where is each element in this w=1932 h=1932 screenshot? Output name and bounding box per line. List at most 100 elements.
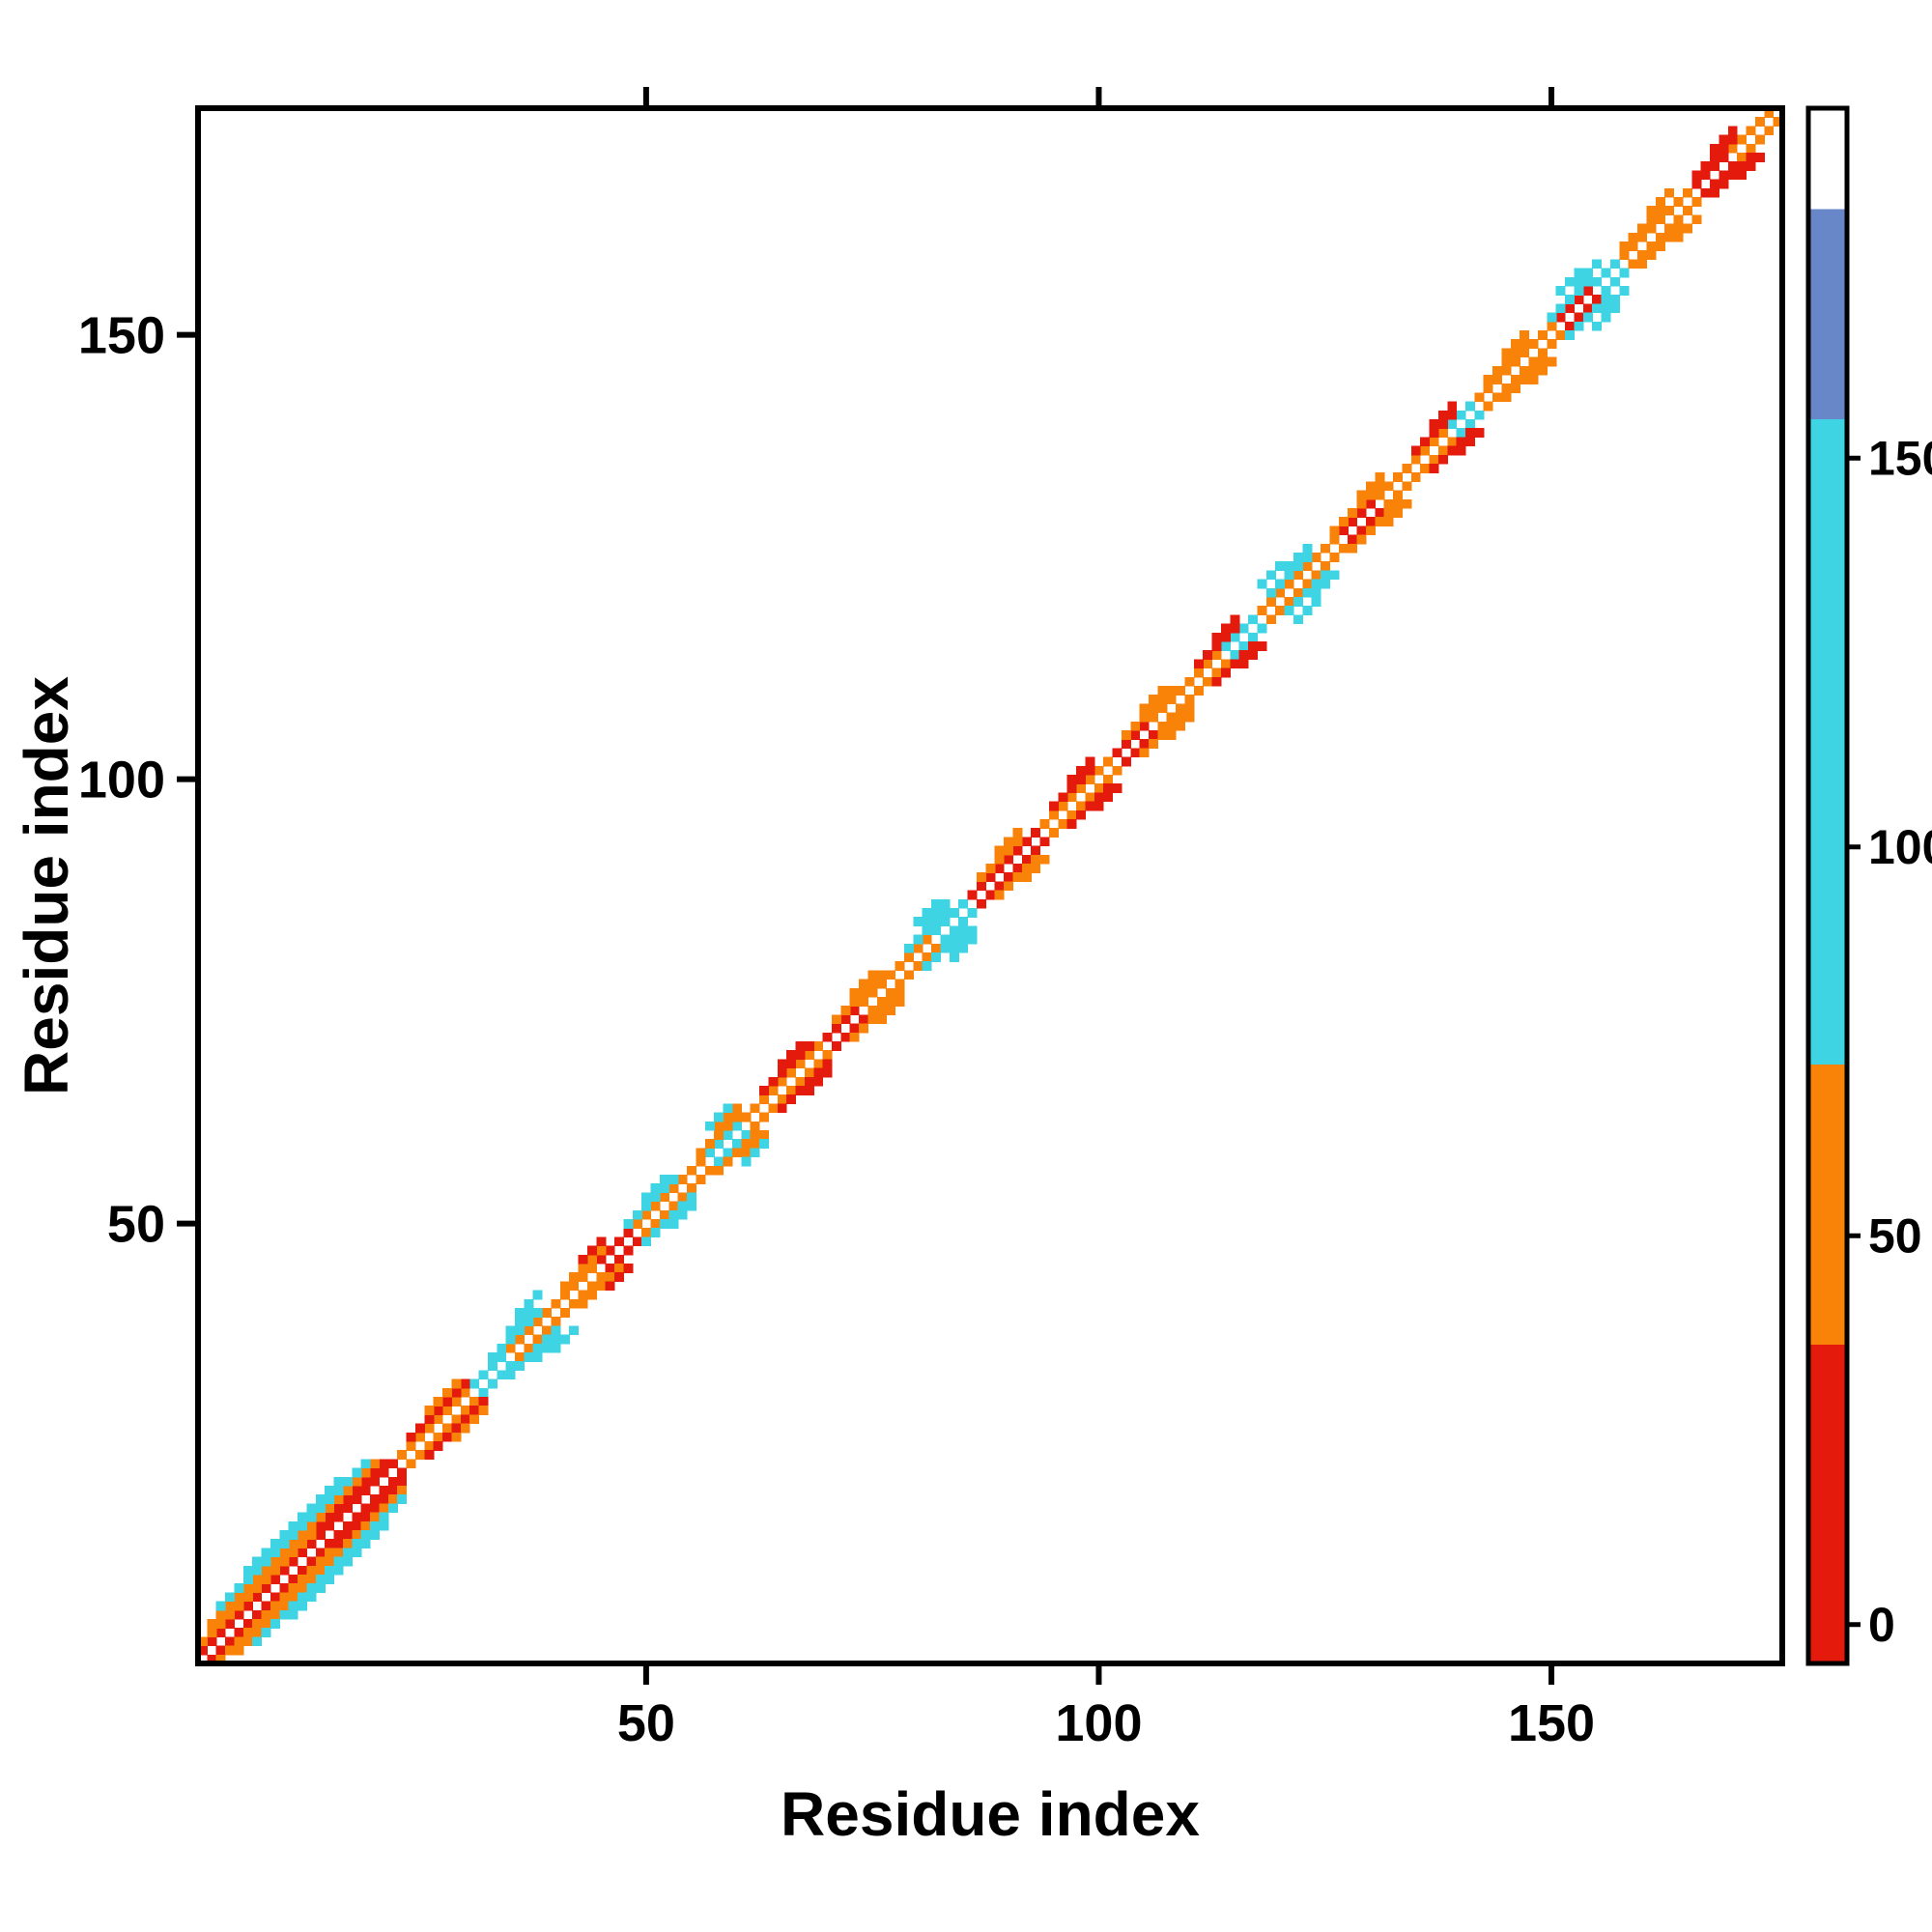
contact-cell bbox=[1664, 223, 1675, 234]
plot-border bbox=[195, 105, 1785, 1666]
contact-cell bbox=[1193, 659, 1204, 669]
contact-cell bbox=[1520, 375, 1530, 384]
contact-cell bbox=[1719, 143, 1729, 154]
contact-cell bbox=[1130, 748, 1141, 758]
contact-cell bbox=[1338, 517, 1349, 526]
contact-cell bbox=[1592, 259, 1603, 270]
contact-cell bbox=[922, 908, 932, 918]
contact-cell bbox=[1565, 295, 1576, 304]
contact-cell bbox=[551, 1298, 561, 1309]
contact-cell bbox=[1085, 792, 1095, 803]
y-tick-label: 50 bbox=[107, 1196, 165, 1254]
contact-cell bbox=[1302, 579, 1313, 589]
contact-cell bbox=[623, 1245, 634, 1256]
contact-cell bbox=[1601, 286, 1611, 296]
colorbar-tick-label: 50 bbox=[1868, 1208, 1922, 1263]
contact-cell bbox=[677, 1192, 688, 1203]
contact-cell bbox=[687, 1192, 697, 1203]
contact-cell bbox=[849, 1032, 860, 1042]
contact-cell bbox=[1058, 819, 1068, 829]
contact-cell bbox=[1375, 472, 1385, 482]
contact-cell bbox=[207, 1636, 217, 1647]
contact-cell bbox=[795, 1076, 806, 1087]
contact-cell bbox=[1220, 668, 1231, 678]
contact-cell bbox=[1773, 117, 1783, 127]
contact-cell bbox=[1609, 295, 1620, 304]
contact-cell bbox=[288, 1539, 298, 1548]
contact-cell bbox=[677, 1201, 688, 1211]
contact-cell bbox=[985, 872, 996, 882]
contact-cell bbox=[759, 1130, 769, 1140]
contact-cell bbox=[342, 1556, 353, 1567]
y-axis-label: Residue index bbox=[12, 676, 81, 1095]
contact-cell bbox=[270, 1565, 280, 1576]
contact-cell bbox=[976, 898, 986, 909]
contact-cell bbox=[1265, 597, 1276, 607]
contact-cell bbox=[1565, 330, 1576, 340]
contact-cell bbox=[1284, 597, 1294, 607]
contact-cell bbox=[1076, 810, 1086, 820]
contact-cell bbox=[1365, 526, 1376, 536]
contact-cell bbox=[985, 864, 996, 873]
contact-cell bbox=[406, 1441, 416, 1451]
contact-cell bbox=[1094, 792, 1104, 803]
contact-cell bbox=[1265, 570, 1276, 581]
contact-cell bbox=[804, 1076, 814, 1087]
contact-cell bbox=[551, 1334, 561, 1345]
contact-cell bbox=[922, 917, 932, 926]
contact-cell bbox=[424, 1406, 435, 1415]
contact-cell bbox=[641, 1209, 652, 1220]
contact-cell bbox=[922, 952, 932, 962]
contact-cell bbox=[1121, 730, 1131, 740]
contact-cell bbox=[1203, 659, 1213, 669]
contact-cell bbox=[958, 943, 969, 953]
contact-cell bbox=[596, 1236, 607, 1247]
contact-cell bbox=[298, 1530, 308, 1540]
contact-cell bbox=[1157, 695, 1168, 704]
contact-cell bbox=[750, 1130, 760, 1140]
contact-cell bbox=[414, 1432, 425, 1442]
contact-cell bbox=[252, 1628, 263, 1637]
contact-cell bbox=[342, 1476, 353, 1487]
contact-cell bbox=[234, 1628, 244, 1637]
contact-cell bbox=[1664, 232, 1675, 242]
contact-cell bbox=[333, 1512, 344, 1522]
contact-cell bbox=[1348, 517, 1358, 526]
contact-cell bbox=[795, 1041, 806, 1051]
contact-cell bbox=[1582, 312, 1593, 323]
contact-cell bbox=[723, 1156, 733, 1167]
contact-cell bbox=[1321, 579, 1331, 589]
contact-cell bbox=[1719, 153, 1729, 162]
contact-cell bbox=[949, 908, 959, 918]
contact-cell bbox=[352, 1530, 362, 1540]
contact-cell bbox=[451, 1432, 462, 1442]
contact-cell bbox=[215, 1654, 226, 1664]
contact-cell bbox=[867, 970, 878, 980]
contact-cell bbox=[922, 925, 932, 936]
contact-cell bbox=[1085, 756, 1095, 767]
contact-cell bbox=[1031, 828, 1041, 838]
contact-cell bbox=[325, 1565, 335, 1576]
contact-cell bbox=[1275, 561, 1286, 571]
contact-cell bbox=[1402, 464, 1412, 473]
contact-cell bbox=[532, 1334, 543, 1345]
contact-cell bbox=[1094, 783, 1104, 793]
contact-cell bbox=[1383, 508, 1394, 518]
contact-cell bbox=[668, 1219, 679, 1229]
contact-cell bbox=[623, 1219, 634, 1229]
contact-cell bbox=[1375, 481, 1385, 492]
contact-cell bbox=[1764, 126, 1775, 136]
contact-cell bbox=[1356, 508, 1367, 518]
contact-cell bbox=[1429, 454, 1439, 465]
contact-cell bbox=[1501, 365, 1512, 376]
contact-cell bbox=[379, 1494, 389, 1504]
contact-cell bbox=[569, 1325, 580, 1336]
contact-cell bbox=[1302, 561, 1313, 571]
contact-cell bbox=[750, 1121, 760, 1131]
contact-cell bbox=[333, 1486, 344, 1495]
contact-cell bbox=[261, 1548, 271, 1558]
contact-cell bbox=[741, 1139, 752, 1149]
contact-cell bbox=[940, 917, 951, 926]
contact-cell bbox=[605, 1272, 615, 1282]
contact-cell bbox=[279, 1539, 290, 1548]
